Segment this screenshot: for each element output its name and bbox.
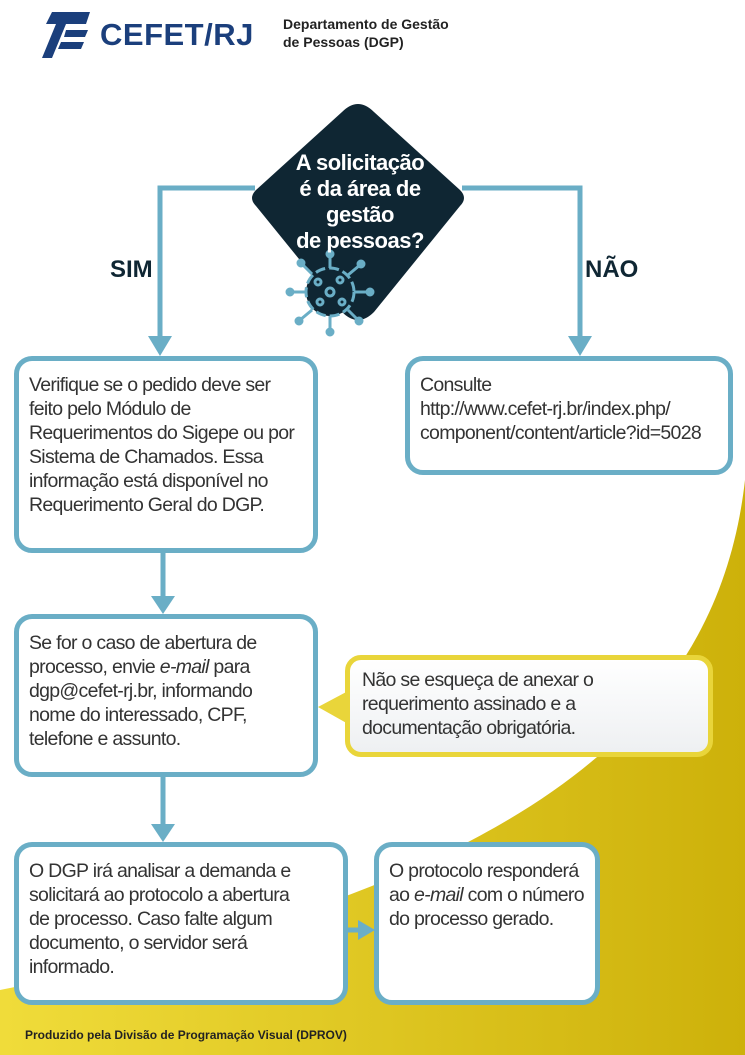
text-italic: e-mail [414,884,464,906]
verify-step-box: Verifique se o pedido deve ser feito pel… [14,356,318,553]
footer-credit: Produzido pela Divisão de Programação Vi… [25,1028,347,1042]
text-line: ao e-mail com o número [389,883,595,907]
text-line: documentação obrigatória. [362,717,576,739]
cefet-logo [42,12,90,58]
text-line: O protocolo responderá [389,860,579,882]
text-italic: e-mail [159,656,210,678]
email-address: dgp@cefet-rj.br, informando [29,680,253,702]
text-line: telefone e assunto. [29,728,181,750]
text-line: processo, envie e-mail para [29,655,313,679]
question-line: A solicitação [295,150,425,175]
logo-text: CEFET/RJ [100,17,254,52]
callout-pointer [318,690,350,725]
no-label: NÃO [585,256,639,283]
text-line: Sistema de Chamados. Essa [29,446,264,468]
text-line: Consulte [420,374,492,396]
reminder-callout: Não se esqueça de anexar o requerimento … [345,655,713,757]
text-line: Verifique se o pedido deve ser [29,374,271,396]
text: com o número [462,884,585,906]
text-line: nome do interessado, CPF, [29,704,247,726]
question-line: é da área de gestão [299,176,421,227]
text: processo, envie [29,656,160,678]
department-name: Departamento de Gestão de Pessoas (DGP) [283,15,449,51]
text-line: Requerimentos do Sigepe ou por [29,422,295,444]
text-line: O DGP irá analisar a demanda e [29,860,291,882]
consult-link[interactable]: component/content/article?id=5028 [420,422,702,444]
arrowheads [148,336,592,940]
text-line: do processo gerado. [389,908,554,930]
department-line: de Pessoas (DGP) [283,34,404,50]
text-line: informado. [29,956,115,978]
protocol-step-box: O protocolo responderá ao e-mail com o n… [374,842,600,1005]
consult-step-box: Consulte http://www.cefet-rj.br/index.ph… [405,356,733,475]
analyze-step-box: O DGP irá analisar a demanda e solicitar… [14,842,348,1005]
text-line: requerimento assinado e a [362,693,576,715]
text-line: feito pelo Módulo de [29,398,191,420]
decision-question: A solicitação é da área de gestão de pes… [270,150,450,254]
consult-link[interactable]: http://www.cefet-rj.br/index.php/ [420,398,671,420]
text: ao [389,884,415,906]
text-line: solicitará ao protocolo a abertura [29,884,290,906]
text-line: Não se esqueça de anexar o [362,669,594,691]
question-line: de pessoas? [296,228,424,253]
text: para [208,656,250,678]
text-line: Requerimento Geral do DGP. [29,494,265,516]
virus-icon [285,249,375,337]
text-line: de processo. Caso falte algum [29,908,273,930]
text-line: Se for o caso de abertura de [29,632,257,654]
text-line: informação está disponível no [29,470,268,492]
open-process-step-box: Se for o caso de abertura de processo, e… [14,614,318,777]
text-line: documento, o servidor será [29,932,248,954]
department-line: Departamento de Gestão [283,16,449,32]
yes-label: SIM [110,256,153,283]
